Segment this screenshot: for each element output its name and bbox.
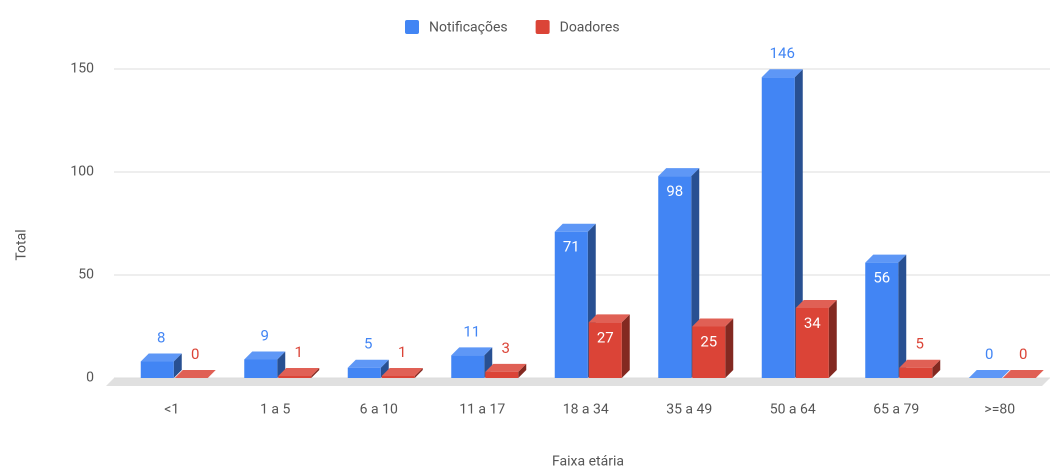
- data-label: 5: [916, 335, 924, 353]
- y-axis-title: Total: [14, 229, 30, 260]
- bar-top: [588, 314, 630, 323]
- bar: [588, 314, 630, 378]
- legend-label: Notificações: [429, 20, 508, 36]
- bar-side: [518, 363, 527, 378]
- bar-top: [968, 370, 1010, 378]
- data-label: 0: [1019, 345, 1027, 363]
- x-tick-label: <1: [164, 402, 179, 418]
- legend-swatch: [535, 20, 550, 34]
- data-label: 11: [463, 322, 480, 340]
- x-tick-label: 18 a 34: [563, 402, 609, 418]
- bar-front: [244, 359, 278, 378]
- y-tick-label: 100: [70, 164, 94, 180]
- bar: [278, 367, 320, 378]
- bar-top: [761, 69, 803, 78]
- x-tick-label: 11 a 17: [459, 402, 505, 418]
- bar-front: [761, 77, 795, 379]
- legend-label: Doadores: [560, 20, 620, 36]
- x-tick-label: 65 a 79: [873, 402, 919, 418]
- bar: [244, 351, 286, 378]
- bar-top: [140, 353, 182, 362]
- bar-side: [311, 367, 320, 378]
- bar-side: [621, 314, 630, 378]
- bar: [485, 363, 527, 378]
- x-tick-label: 6 a 10: [360, 402, 398, 418]
- bar-side: [828, 299, 837, 378]
- bar-front: [347, 367, 381, 378]
- legend: Notificações Doadores: [405, 20, 620, 36]
- data-label: 0: [191, 345, 199, 363]
- bar-front: [381, 375, 415, 378]
- data-label: 56: [873, 269, 890, 287]
- bar: [795, 299, 837, 378]
- bar-front: [692, 326, 726, 378]
- bar: [174, 370, 216, 378]
- bar-top: [658, 168, 700, 177]
- bar-top: [692, 318, 734, 327]
- bar-top: [554, 223, 596, 232]
- bar: [381, 367, 423, 378]
- bar-front: [899, 367, 933, 378]
- data-label: 34: [804, 314, 821, 332]
- data-label: 27: [597, 328, 614, 346]
- bar-top: [899, 359, 941, 368]
- bar: [692, 318, 734, 378]
- bar-top: [451, 347, 493, 356]
- bar-front: [451, 355, 485, 378]
- bar-top: [174, 370, 216, 378]
- x-tick-label: 50 a 64: [770, 402, 816, 418]
- bar-front: [795, 307, 829, 378]
- bar-front: [278, 375, 312, 378]
- bar-front: [658, 176, 692, 378]
- bar-front: [140, 361, 174, 378]
- bar-side: [725, 318, 734, 378]
- bar-top: [381, 367, 423, 376]
- bar-side: [932, 359, 941, 378]
- bar: [140, 353, 182, 378]
- bar-front: [865, 262, 899, 378]
- bar-front: [485, 371, 519, 378]
- bar: [347, 359, 389, 378]
- x-axis-title: Faixa etária: [552, 454, 624, 470]
- bar-front: [588, 322, 622, 378]
- bar-side: [414, 367, 423, 378]
- bar-side: [173, 353, 182, 378]
- bar-side: [794, 69, 803, 379]
- bar-top: [865, 254, 907, 263]
- bar-top: [278, 367, 320, 376]
- data-label: 25: [700, 332, 717, 350]
- bar: [899, 359, 941, 378]
- bar-front: [554, 231, 588, 378]
- data-label: 71: [563, 238, 580, 256]
- bar: [865, 254, 907, 378]
- data-label: 146: [770, 44, 795, 62]
- x-tick-label: 1 a 5: [260, 402, 290, 418]
- data-label: 3: [502, 339, 510, 357]
- bar-top: [485, 363, 527, 372]
- data-label: 5: [364, 335, 372, 353]
- bar: [1002, 370, 1044, 378]
- bar-side: [380, 359, 389, 378]
- x-tick-label: 35 a 49: [666, 402, 712, 418]
- data-label: 8: [157, 328, 165, 346]
- bar-top: [1002, 370, 1044, 378]
- data-label: 1: [398, 343, 406, 361]
- bar-side: [898, 254, 907, 378]
- legend-swatch: [405, 20, 419, 34]
- bar: [968, 370, 1010, 378]
- floor: [106, 378, 1050, 386]
- bar: [761, 69, 803, 379]
- bar-top: [795, 299, 837, 308]
- data-label: 98: [666, 182, 683, 200]
- x-tick-label: >=80: [984, 402, 1015, 418]
- bar-top: [347, 359, 389, 368]
- bar-top: [244, 351, 286, 360]
- data-label: 0: [985, 345, 993, 363]
- y-tick-label: 150: [70, 61, 94, 77]
- data-label: 1: [295, 343, 303, 361]
- data-label: 9: [261, 326, 269, 344]
- y-tick-label: 50: [78, 267, 94, 283]
- y-tick-label: 0: [86, 370, 94, 386]
